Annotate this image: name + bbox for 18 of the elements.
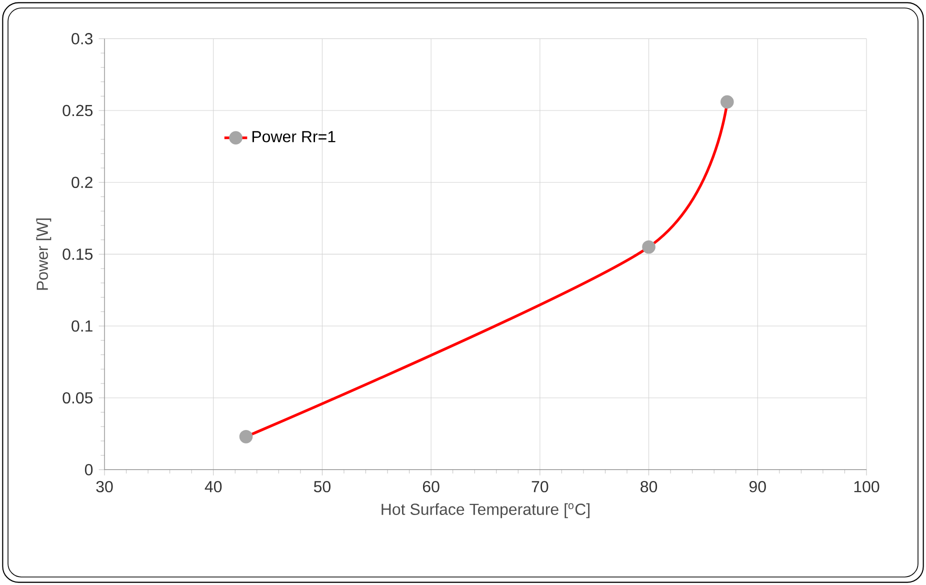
y-tick-label: 0.2 <box>72 176 92 188</box>
x-tick-label: 60 <box>422 480 440 492</box>
x-tick-label: 70 <box>532 480 548 492</box>
y-tick-label: 0.3 <box>72 33 93 44</box>
y-tick-label: 0.15 <box>62 248 93 260</box>
legend-label: Power Rr=1 <box>252 131 336 142</box>
x-axis-title: Hot Surface Temperature [$^{o}$C] <box>382 503 590 518</box>
y-tick-label: 0.1 <box>72 320 92 332</box>
x-tick-label: 90 <box>749 480 766 492</box>
x-tick-label: 30 <box>96 480 113 492</box>
y-tick-label: 0 <box>84 464 93 476</box>
x-tick-label: 40 <box>204 480 222 492</box>
x-tick-label: 80 <box>640 480 658 492</box>
y-axis-title: Power [W] <box>36 218 52 290</box>
x-tick-label: 50 <box>314 480 330 492</box>
y-tick-label: 0.05 <box>62 392 93 404</box>
y-tick-label: 0.25 <box>62 104 93 116</box>
x-tick-label: 100 <box>854 480 880 492</box>
